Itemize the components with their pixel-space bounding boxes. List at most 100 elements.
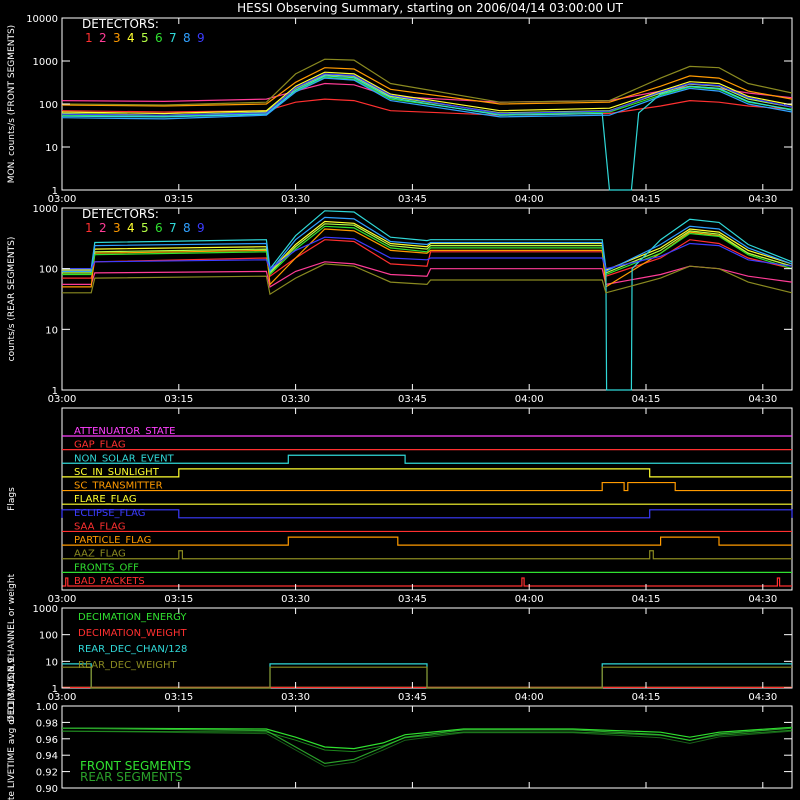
flag-label: SC_IN_SUNLIGHT xyxy=(74,467,160,478)
livetime-panel-legend-entry: FRONT SEGMENTS xyxy=(80,759,191,773)
rear-panel-y-tick-label: 10 xyxy=(45,325,58,336)
rear-panel-legend-number: 8 xyxy=(183,221,191,235)
decimation-panel-y-tick-label: 100 xyxy=(39,631,58,642)
rear-panel-series-line xyxy=(62,223,793,275)
flag-label: ECLIPSE_FLAG xyxy=(74,508,145,519)
rear-panel-series-line xyxy=(62,263,793,296)
front-panel-legend-number: 5 xyxy=(141,31,149,45)
decimation-panel-x-tick-label: 03:00 xyxy=(48,692,77,703)
livetime-panel-series-line xyxy=(61,726,793,750)
livetime-panel-series-noise xyxy=(61,730,793,767)
rear-panel-x-tick-label: 04:15 xyxy=(632,394,661,405)
front-panel-series-line xyxy=(61,67,793,107)
front-panel-y-tick-label: 1 xyxy=(52,186,58,197)
livetime-panel-y-tick-label: 0.94 xyxy=(36,751,58,762)
front-panel-x-tick-label: 04:15 xyxy=(632,194,661,205)
front-panel-y-label: MON. counts/s (FRONT SEGMENTS) xyxy=(7,25,17,183)
flag-label: SAA_FLAG xyxy=(74,521,125,532)
front-panel-legend-number: 7 xyxy=(169,31,177,45)
front-panel-legend-title: DETECTORS: xyxy=(82,17,159,31)
decimation-panel-x-tick-label: 04:30 xyxy=(748,692,777,703)
decimation-panel-x-tick-label: 04:00 xyxy=(515,692,544,703)
flags-panel-frame xyxy=(61,407,793,591)
rear-panel-x-tick-label: 04:00 xyxy=(515,394,544,405)
livetime-panel-series-noise xyxy=(61,729,793,753)
flag-label: GAP_FLAG xyxy=(74,440,126,451)
rear-panel-frame xyxy=(61,207,793,391)
flags-panel-x-tick-label: 04:30 xyxy=(748,594,777,605)
rear-panel-legend-number: 2 xyxy=(99,221,107,235)
front-panel-x-tick-label: 03:45 xyxy=(398,194,427,205)
front-panel-x-tick-label: 03:30 xyxy=(281,194,310,205)
front-panel-legend-number: 1 xyxy=(85,31,93,45)
flags-panel-x-tick-label: 04:00 xyxy=(515,594,544,605)
rear-panel-series-line xyxy=(62,216,793,273)
decimation-panel-y-tick-label: 1000 xyxy=(33,604,58,615)
decimation-panel-x-tick-label: 03:30 xyxy=(281,692,310,703)
rear-panel-y-tick-label: 1 xyxy=(52,386,58,397)
decimation-panel-y-tick-label: 1 xyxy=(52,684,58,695)
livetime-panel-y-tick-label: 1.00 xyxy=(36,702,58,713)
rear-panel-series-line xyxy=(62,236,793,270)
front-panel-y-tick-label: 10000 xyxy=(26,14,58,25)
flag-line xyxy=(62,536,792,546)
livetime-panel-y-tick-label: 0.98 xyxy=(36,718,58,729)
decimation-panel-y-tick-label: 10 xyxy=(45,657,58,668)
flag-label: FRONTS_OFF xyxy=(74,562,139,573)
livetime-panel-frame xyxy=(61,705,793,789)
flag-label: PARTICLE_FLAG xyxy=(74,535,151,546)
rear-panel-legend-number: 9 xyxy=(197,221,205,235)
decimation-panel-legend-entry: DECIMATION_ENERGY xyxy=(78,612,187,623)
flag-label: NON_SOLAR_EVENT xyxy=(74,453,175,464)
flag-line xyxy=(62,468,792,478)
front-panel-legend-number: 8 xyxy=(183,31,191,45)
livetime-panel-legend-entry: REAR SEGMENTS xyxy=(80,770,183,784)
front-panel-legend-number: 9 xyxy=(197,31,205,45)
front-panel-x-tick-label: 04:30 xyxy=(748,194,777,205)
rear-panel-legend-number: 1 xyxy=(85,221,93,235)
front-panel-x-tick-label: 04:00 xyxy=(515,194,544,205)
decimation-panel-x-tick-label: 03:15 xyxy=(164,692,193,703)
decimation-panel-legend-entry: DECIMATION_WEIGHT xyxy=(78,628,187,639)
flags-panel-y-label: Flags xyxy=(7,487,17,511)
flags-panel-x-tick-label: 03:30 xyxy=(281,594,310,605)
rear-panel-series-line xyxy=(62,225,793,276)
rear-panel-x-tick-label: 03:00 xyxy=(48,394,77,405)
flag-line xyxy=(62,454,792,464)
front-panel-series-line xyxy=(61,76,793,117)
rear-panel-legend-number: 7 xyxy=(169,221,177,235)
rear-panel-legend-number: 6 xyxy=(155,221,163,235)
front-panel-series-line xyxy=(61,58,793,106)
rear-panel-legend-title: DETECTORS: xyxy=(82,207,159,221)
rear-panel-x-tick-label: 03:15 xyxy=(164,394,193,405)
flags-panel-x-tick-label: 03:00 xyxy=(48,594,77,605)
front-panel-y-tick-label: 1000 xyxy=(33,57,58,68)
rear-panel-series-line xyxy=(62,228,793,288)
rear-panel-x-tick-label: 04:30 xyxy=(748,394,777,405)
livetime-panel-y-tick-label: 0.96 xyxy=(36,735,58,746)
chart-title: HESSI Observing Summary, starting on 200… xyxy=(237,1,623,15)
flag-label: ATTENUATOR_STATE xyxy=(74,426,175,437)
flag-label: AAZ_FLAG xyxy=(74,549,126,560)
rear-panel-series-line xyxy=(62,239,793,279)
rear-panel-y-label: counts/s (REAR SEGMENTS) xyxy=(7,237,17,362)
flag-line xyxy=(61,509,793,519)
front-panel-legend-number: 2 xyxy=(99,31,107,45)
flag-line xyxy=(62,577,792,587)
flag-label: BAD_PACKETS xyxy=(74,576,145,587)
decimation-panel-legend-entry: REAR_DEC_WEIGHT xyxy=(78,660,177,671)
front-panel-series-line xyxy=(61,77,793,120)
rear-panel-legend-number: 4 xyxy=(127,221,135,235)
flags-panel-x-tick-label: 04:15 xyxy=(632,594,661,605)
rear-panel-y-tick-label: 100 xyxy=(39,265,58,276)
front-panel-legend-number: 4 xyxy=(127,31,135,45)
decimation-panel-x-tick-label: 04:15 xyxy=(632,692,661,703)
front-panel-legend-number: 6 xyxy=(155,31,163,45)
decimation-panel-series-line xyxy=(62,666,792,689)
front-panel-y-tick-label: 100 xyxy=(39,100,58,111)
front-panel-x-tick-label: 03:00 xyxy=(48,194,77,205)
livetime-panel-y-tick-label: 0.90 xyxy=(36,784,58,795)
rear-panel-x-tick-label: 03:45 xyxy=(398,394,427,405)
front-panel-series-line xyxy=(61,74,793,116)
decimation-panel-x-tick-label: 03:45 xyxy=(398,692,427,703)
